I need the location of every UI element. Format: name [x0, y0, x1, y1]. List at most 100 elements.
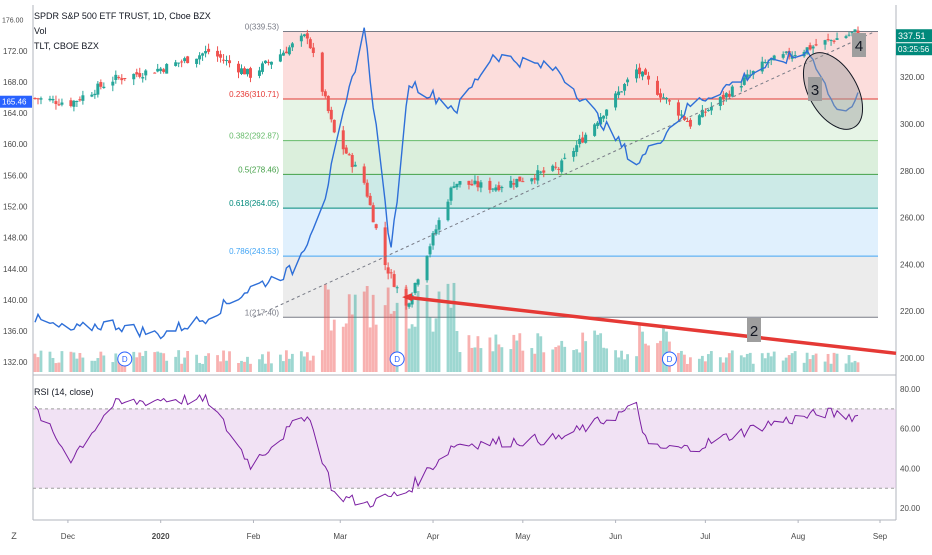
left-value-tag-text: 165.46: [2, 98, 27, 107]
annotation-box-4[interactable]: [852, 33, 866, 57]
candle-body: [51, 98, 55, 101]
volume-bar: [542, 352, 546, 372]
volume-bar: [614, 350, 617, 372]
candle-body: [281, 52, 285, 56]
volume-bar: [745, 353, 749, 372]
candle-body: [386, 267, 390, 274]
volume-bar: [805, 352, 809, 372]
candle-body: [727, 93, 731, 97]
volume-bar: [36, 357, 40, 372]
candle-body: [39, 98, 43, 100]
x-axis-label: Sep: [873, 532, 888, 541]
volume-bar: [760, 353, 764, 372]
volume-bar: [686, 363, 689, 372]
candle-body: [614, 93, 618, 108]
candle-body: [371, 205, 375, 223]
fib-zone-0.382: [283, 140, 878, 175]
candle-body: [658, 93, 662, 98]
volume-bar: [488, 337, 492, 372]
volume-bar: [404, 286, 408, 372]
candle-body: [850, 32, 854, 34]
highlight-ellipse[interactable]: [791, 43, 875, 140]
candle-body: [195, 58, 199, 64]
volume-bar: [518, 333, 522, 372]
volume-bar: [290, 353, 294, 372]
trendline-arrowhead: [402, 293, 413, 302]
candle-body: [494, 187, 498, 191]
volume-bar: [144, 350, 148, 372]
volume-bar: [428, 317, 432, 372]
volume-bar: [853, 360, 857, 372]
candle-body: [769, 58, 773, 61]
volume-bar: [386, 287, 390, 372]
annotation-box-3[interactable]: [808, 77, 822, 101]
candle-body: [763, 62, 767, 64]
candle-body: [239, 68, 243, 74]
candle-body: [299, 35, 303, 42]
annotation-box-2[interactable]: [747, 318, 761, 342]
candle-body: [156, 68, 160, 72]
left-axis-tick: 132.00: [3, 358, 28, 367]
candle-body: [225, 60, 229, 62]
candle-body: [102, 86, 106, 89]
x-axis-label: 2020: [152, 532, 170, 541]
candle-body: [823, 40, 827, 45]
candle-body: [575, 145, 579, 152]
candle-body: [509, 180, 513, 188]
candle-body: [159, 68, 163, 71]
volume-bar: [392, 311, 396, 372]
rsi-line[interactable]: [34, 393, 859, 508]
volume-bar: [413, 326, 417, 372]
volume-bar: [700, 355, 704, 372]
main-series-legend[interactable]: SPDR S&P 500 ETF TRUST, 1D, Cboe BZX: [34, 11, 211, 21]
tlt-compare-line[interactable]: [34, 27, 859, 340]
falling-trendline[interactable]: [405, 295, 897, 356]
volume-bar: [437, 291, 441, 372]
candle-body: [533, 178, 537, 180]
dividend-marker[interactable]: [117, 351, 133, 367]
volume-bar: [279, 354, 282, 372]
candle-body: [341, 130, 345, 150]
volume-bar: [829, 363, 833, 372]
volume-bar: [718, 357, 722, 372]
volume-bar: [135, 357, 139, 372]
volume-bar: [500, 347, 504, 372]
volume-bar: [120, 363, 124, 372]
volume-bar: [491, 351, 495, 372]
volume-bar: [584, 341, 588, 372]
rising-trendline[interactable]: [253, 31, 876, 318]
volume-bar: [641, 331, 644, 372]
dividend-marker[interactable]: [389, 351, 405, 367]
candle-body: [245, 68, 249, 75]
candle-body: [829, 39, 833, 41]
volume-bar: [787, 355, 791, 372]
volume-bar: [626, 354, 629, 372]
candle-body: [269, 61, 273, 65]
candle-body: [237, 63, 241, 73]
candle-body: [111, 81, 115, 86]
volume-legend[interactable]: Vol: [34, 26, 47, 36]
compare-series-legend[interactable]: TLT, CBOE BZX: [34, 41, 99, 51]
volume-bar: [60, 351, 64, 372]
candle-body: [467, 180, 471, 185]
candle-body: [383, 227, 387, 266]
dividend-marker[interactable]: [661, 351, 677, 367]
volume-bar: [683, 354, 686, 372]
volume-bar: [368, 327, 372, 372]
volume-bar: [617, 357, 620, 372]
volume-bar: [551, 349, 555, 372]
volume-bar: [709, 351, 713, 372]
volume-bar: [536, 333, 540, 372]
candle-body: [365, 182, 369, 197]
volume-bar: [270, 363, 273, 372]
fib-label-0.382: 0.382(292.87): [229, 132, 279, 141]
volume-bar: [808, 359, 812, 372]
candle-body: [542, 170, 546, 173]
volume-bar: [350, 314, 354, 372]
fib-retracement[interactable]: 0(339.53) 0.236(310.71) 0.382(292.87) 0.5(2…: [229, 22, 878, 318]
candle-body: [512, 183, 516, 185]
volume-bar: [578, 352, 582, 372]
rsi-legend[interactable]: RSI (14, close): [34, 387, 94, 397]
right-axis-tick: 280.00: [900, 167, 925, 176]
dividend-marker-label: D: [667, 355, 673, 364]
